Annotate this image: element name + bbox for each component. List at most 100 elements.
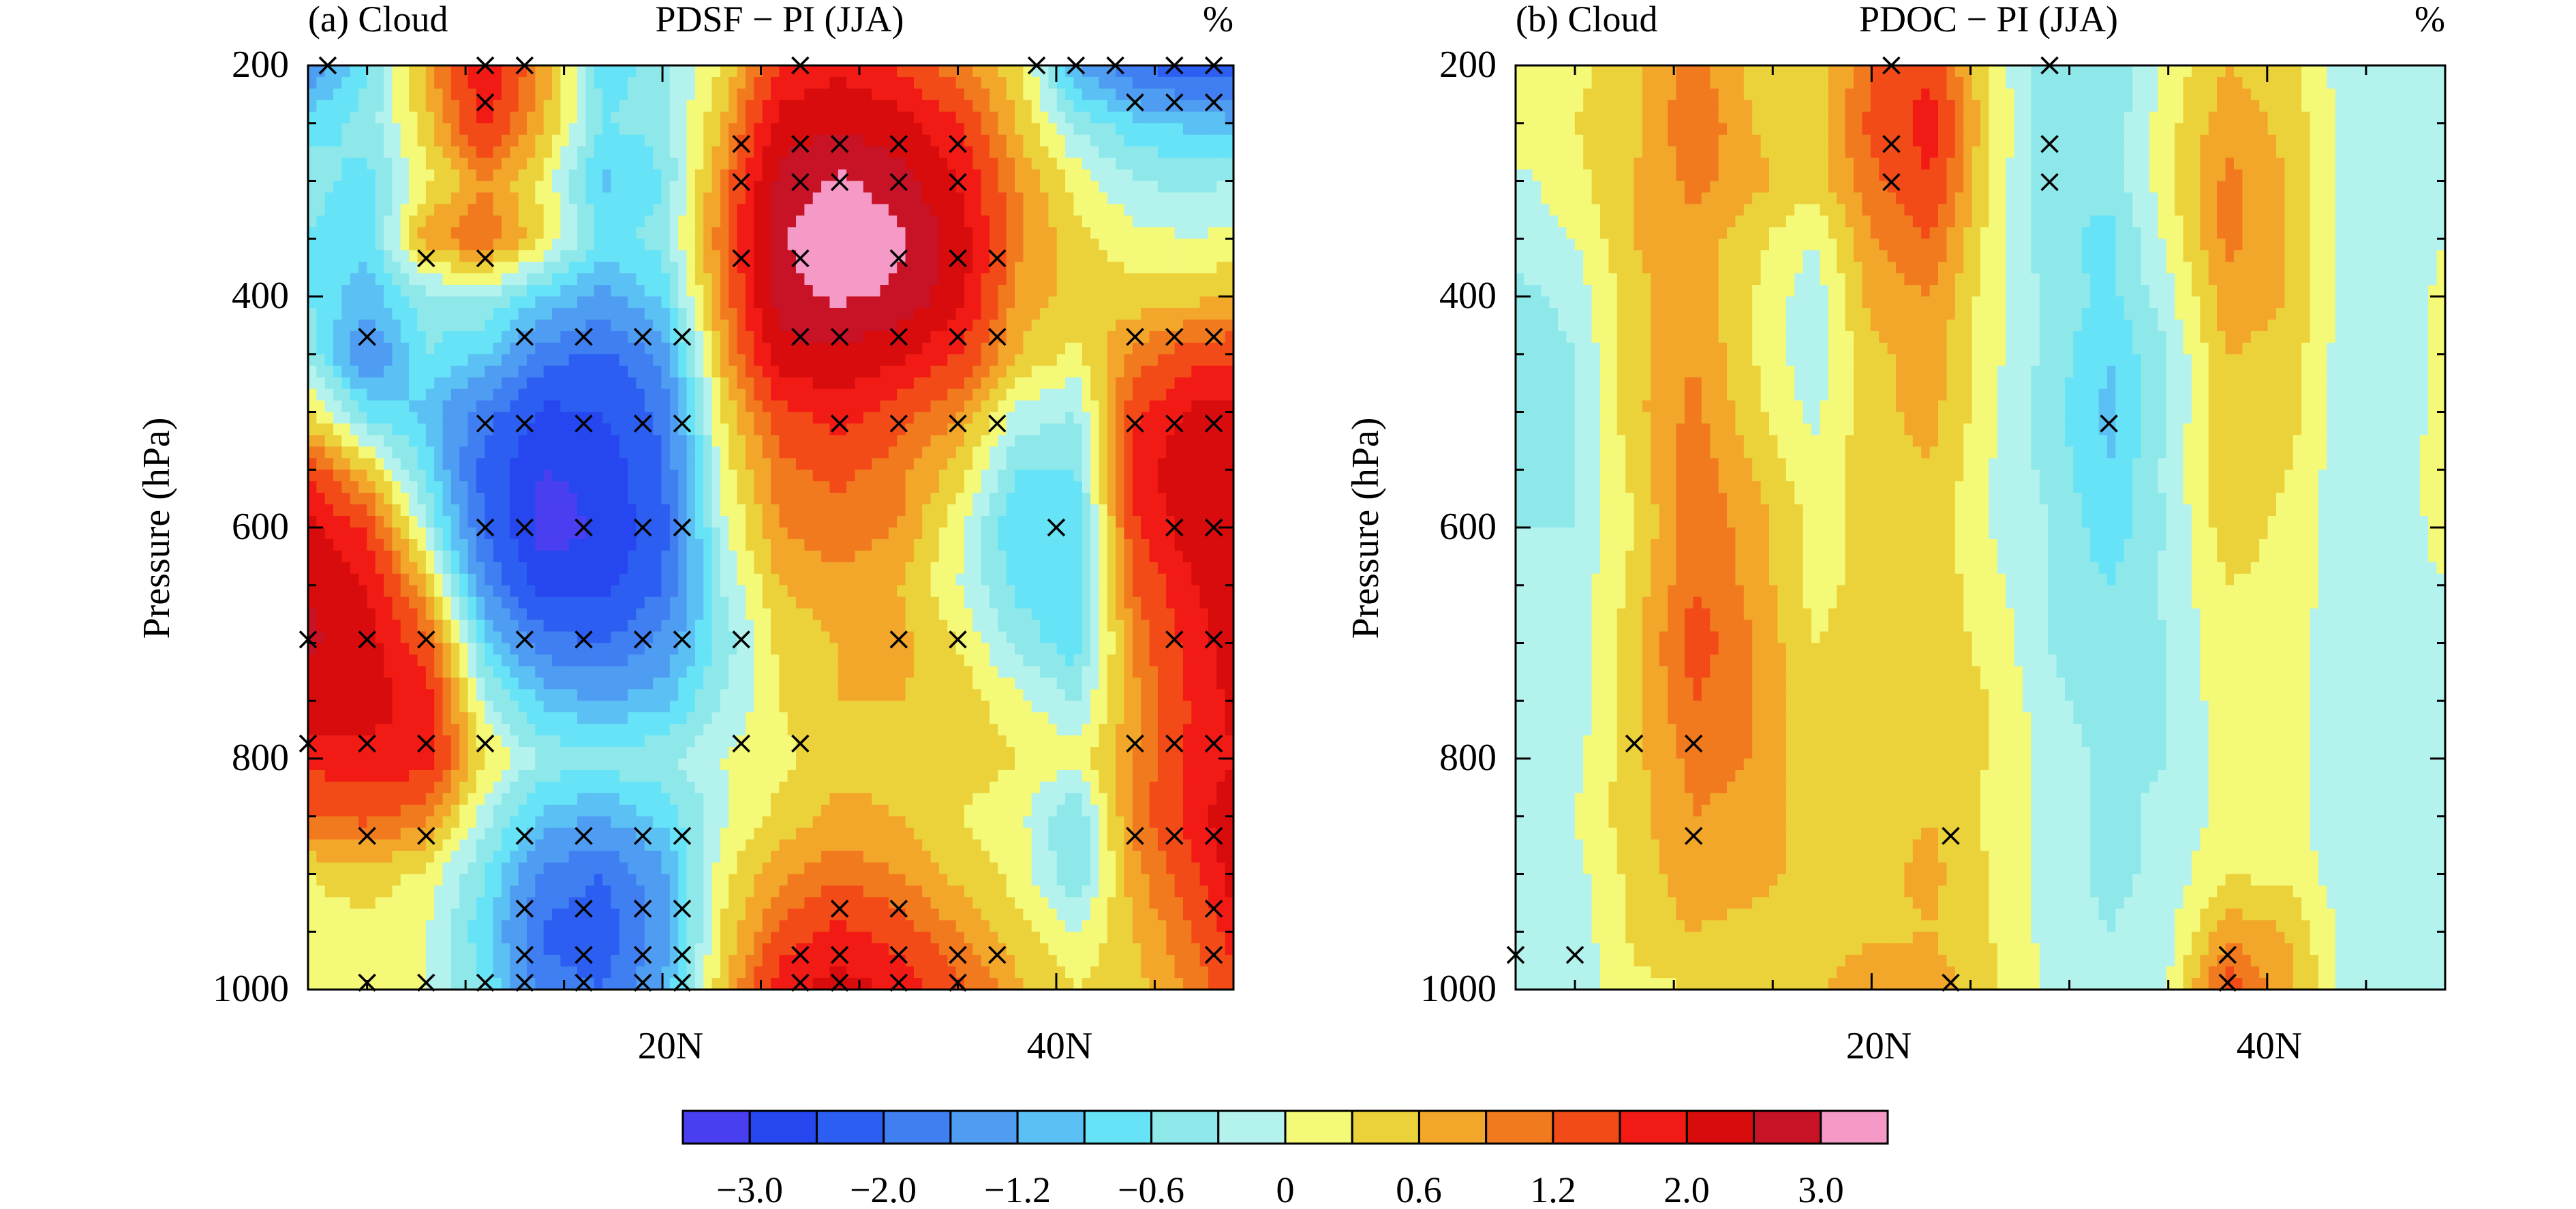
contour-cell — [661, 169, 671, 182]
contour-cell — [762, 123, 771, 136]
contour-cell — [628, 400, 637, 413]
contour-cell — [1023, 169, 1032, 182]
contour-cell — [425, 123, 435, 136]
contour-cell — [350, 342, 359, 355]
contour-cell — [577, 111, 587, 124]
contour-cell — [669, 169, 679, 182]
contour-cell — [619, 88, 628, 101]
contour-cell — [855, 458, 864, 470]
contour-cell — [779, 562, 788, 575]
contour-cell — [518, 123, 527, 136]
contour-cell — [611, 192, 620, 205]
contour-cell — [1006, 239, 1015, 251]
contour-cell — [737, 100, 746, 112]
contour-cell — [1031, 123, 1041, 136]
contour-cell — [1157, 146, 1167, 159]
contour-cell — [779, 215, 788, 228]
contour-cell — [653, 481, 662, 493]
contour-cell — [594, 215, 603, 228]
contour-cell — [972, 342, 982, 355]
contour-cell — [880, 123, 889, 136]
contour-cell — [1073, 388, 1083, 401]
contour-cell — [459, 111, 469, 124]
contour-cell — [720, 250, 729, 262]
contour-cell — [1116, 377, 1125, 390]
contour-cell — [804, 493, 814, 505]
contour-cell — [350, 365, 359, 378]
contour-cell — [669, 100, 679, 112]
contour-cell — [694, 423, 704, 436]
contour-cell — [1065, 296, 1075, 309]
contour-cell — [560, 342, 570, 355]
contour-cell — [1006, 65, 1015, 78]
contour-cell — [358, 215, 368, 228]
contour-cell — [838, 76, 847, 89]
contour-cell — [485, 458, 494, 470]
contour-cell — [526, 307, 536, 320]
contour-cell — [1216, 111, 1226, 124]
contour-cell — [678, 538, 688, 551]
contour-cell — [367, 354, 376, 367]
contour-cell — [796, 123, 806, 136]
contour-cell — [1124, 273, 1133, 286]
contour-cell — [1174, 446, 1184, 459]
contour-cell — [1208, 319, 1218, 332]
contour-cell — [888, 307, 898, 320]
contour-cell — [922, 134, 932, 147]
contour-cell — [846, 296, 856, 309]
contour-cell — [964, 307, 973, 320]
contour-cell — [955, 504, 965, 517]
contour-cell — [771, 458, 780, 470]
contour-cell — [1174, 562, 1184, 575]
contour-cell — [535, 88, 545, 101]
contour-cell — [358, 493, 368, 505]
contour-cell — [1056, 319, 1066, 332]
contour-cell — [711, 562, 721, 575]
contour-cell — [619, 239, 628, 251]
contour-cell — [568, 285, 578, 297]
contour-cell — [1006, 134, 1015, 147]
contour-cell — [998, 250, 1007, 262]
contour-cell — [476, 192, 485, 205]
contour-cell — [543, 227, 553, 239]
contour-cell — [686, 377, 696, 390]
contour-cell — [1031, 400, 1041, 413]
contour-cell — [1116, 76, 1125, 89]
contour-cell — [568, 538, 578, 551]
contour-cell — [450, 215, 460, 228]
contour-cell — [628, 319, 637, 332]
contour-cell — [661, 296, 671, 309]
contour-cell — [653, 100, 662, 112]
contour-cell — [981, 307, 990, 320]
contour-cell — [1090, 388, 1100, 401]
contour-cell — [560, 146, 570, 159]
contour-cell — [947, 204, 957, 217]
contour-cell — [686, 365, 696, 378]
contour-cell — [1065, 307, 1075, 320]
contour-cell — [897, 157, 906, 170]
contour-cell — [568, 100, 578, 112]
contour-cell — [1031, 157, 1041, 170]
contour-cell — [552, 400, 562, 413]
contour-cell — [1116, 342, 1125, 355]
contour-cell — [644, 319, 654, 332]
contour-cell — [384, 412, 393, 425]
contour-cell — [737, 342, 746, 355]
contour-cell — [938, 388, 948, 401]
contour-cell — [771, 146, 780, 159]
contour-cell — [720, 285, 729, 297]
contour-cell — [678, 493, 688, 505]
contour-cell — [686, 354, 696, 367]
contour-cell — [644, 573, 654, 586]
contour-cell — [628, 458, 637, 470]
contour-cell — [938, 273, 948, 286]
contour-cell — [493, 169, 502, 182]
contour-cell — [938, 169, 948, 182]
contour-cell — [1006, 296, 1015, 309]
contour-cell — [442, 493, 452, 505]
contour-cell — [644, 307, 654, 320]
contour-cell — [324, 573, 334, 586]
contour-cell — [1208, 239, 1218, 251]
contour-cell — [771, 342, 780, 355]
contour-cell — [771, 400, 780, 413]
